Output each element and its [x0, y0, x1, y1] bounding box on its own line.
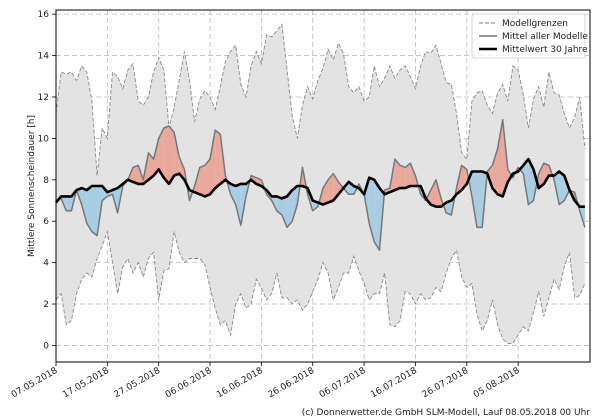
x-tick-label: 27.05.2018 — [113, 366, 163, 401]
above-average-area — [538, 163, 544, 189]
below-average-area — [446, 200, 452, 215]
x-tick-label: 06.07.2018 — [318, 366, 368, 401]
y-tick-label: 4 — [43, 259, 49, 269]
above-average-area — [430, 179, 436, 207]
y-tick-label: 16 — [38, 10, 50, 20]
below-average-area — [477, 171, 483, 228]
above-average-area — [323, 179, 329, 205]
series-line-climate — [54, 157, 585, 208]
below-average-area — [292, 186, 298, 222]
series-line-min — [55, 229, 586, 344]
above-average-area — [400, 165, 406, 189]
below-average-area — [86, 186, 92, 232]
above-average-area — [210, 130, 216, 195]
above-average-area — [163, 126, 169, 184]
x-tick-label: 26.06.2018 — [267, 366, 317, 401]
above-average-area — [405, 163, 411, 189]
above-average-area — [153, 138, 159, 176]
series-line-max — [55, 23, 586, 176]
y-tick-label: 2 — [43, 300, 49, 310]
legend-label-bounds: Modellgrenzen — [502, 19, 568, 29]
above-average-area — [543, 163, 549, 184]
copyright-text: (c) Donnerwetter.de GmbH SLM-Modell, Lau… — [301, 408, 590, 418]
x-tick-label: 05.08.2018 — [472, 366, 522, 401]
y-tick-label: 10 — [38, 134, 50, 144]
above-average-area — [169, 126, 175, 184]
x-tick-label: 17.05.2018 — [61, 366, 111, 401]
x-tick-label: 06.06.2018 — [164, 366, 214, 401]
above-average-area — [497, 119, 503, 197]
above-average-area — [174, 132, 180, 176]
above-average-area — [158, 128, 164, 178]
series-line-model-mean — [55, 118, 586, 251]
bounds-area — [56, 24, 585, 344]
legend: Modellgrenzen Mittel aller Modelle Mitte… — [471, 13, 588, 59]
legend-box — [471, 13, 586, 59]
above-average-area — [394, 159, 400, 191]
legend-label-model-mean: Mittel aller Modelle — [502, 32, 588, 42]
below-average-area — [91, 186, 98, 236]
y-tick-label: 14 — [38, 52, 50, 62]
above-average-area — [133, 165, 139, 184]
x-axis: 07.05.2018 17.05.2018 27.05.2018 06.06.2018… — [10, 362, 522, 400]
y-tick-label: 6 — [43, 217, 49, 227]
above-average-area — [215, 130, 221, 189]
below-average-area — [230, 183, 236, 205]
above-average-area — [492, 148, 498, 195]
plot-frame — [55, 9, 591, 363]
y-tick-label: 12 — [38, 93, 49, 103]
x-tick-label: 16.06.2018 — [215, 366, 265, 401]
y-axis-title: Mittlere Sonnenscheindauer [h] — [27, 115, 37, 257]
x-tick-label: 26.07.2018 — [421, 366, 471, 401]
above-average-area — [328, 173, 334, 203]
y-tick-label: 0 — [43, 341, 49, 351]
above-average-area — [199, 165, 205, 197]
legend-label-climate: Mittelwert 30 Jahre — [502, 45, 588, 55]
below-average-area — [66, 196, 72, 211]
x-tick-label: 07.05.2018 — [10, 366, 60, 401]
model-bounds-band — [55, 23, 586, 344]
below-average-area — [528, 159, 534, 205]
below-average-area — [276, 196, 282, 215]
above-average-area — [410, 163, 416, 186]
below-average-area — [287, 190, 293, 228]
above-average-area — [204, 159, 210, 197]
series-lines — [54, 118, 586, 251]
below-average-area — [81, 188, 87, 224]
below-average-area — [374, 179, 380, 251]
y-axis: 0 2 4 6 8 10 12 14 16 — [38, 10, 56, 351]
below-average-area — [281, 196, 288, 228]
below-average-area — [471, 171, 477, 228]
y-tick-label: 8 — [43, 176, 49, 186]
above-average-area — [148, 152, 154, 180]
x-tick-label: 16.07.2018 — [369, 366, 419, 401]
below-average-area — [235, 183, 241, 226]
below-average-area — [559, 171, 565, 205]
